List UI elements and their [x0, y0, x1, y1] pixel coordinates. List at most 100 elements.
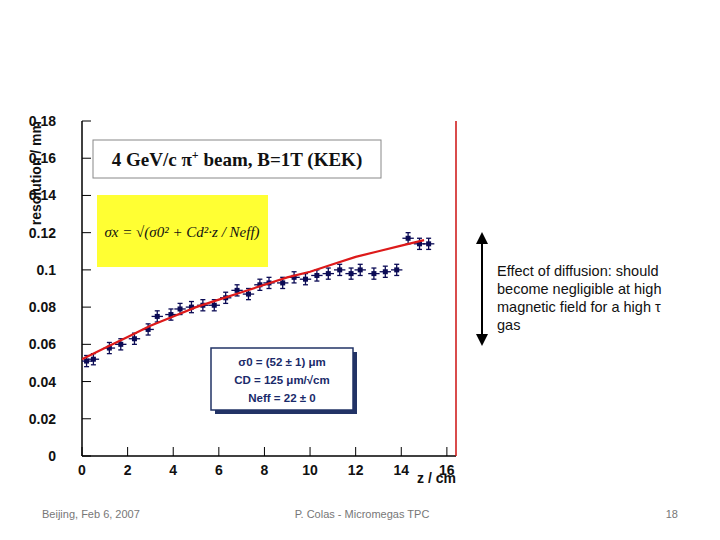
y-error-cap: [383, 277, 388, 278]
y-error-cap: [394, 264, 399, 265]
data-point: [326, 271, 331, 276]
y-error-cap: [417, 238, 422, 239]
data-point: [91, 357, 96, 362]
x-tick: [264, 447, 265, 456]
y-error-cap: [267, 277, 272, 278]
y-tick: [82, 344, 91, 345]
y-error-cap: [337, 264, 342, 265]
y-error-cap: [118, 349, 123, 350]
y-error-cap: [349, 279, 354, 280]
y-tick-label: 0.1: [37, 262, 57, 278]
y-error-bar: [426, 238, 431, 249]
y-error-cap: [292, 271, 297, 272]
y-error-cap: [246, 299, 251, 300]
x-tick: [82, 447, 83, 456]
y-error-bar: [337, 264, 342, 275]
y-error-cap: [146, 323, 151, 324]
y-error-cap: [426, 249, 431, 250]
data-point: [394, 267, 399, 272]
y-error-cap: [235, 284, 240, 285]
y-error-cap: [426, 238, 431, 239]
y-tick: [82, 158, 91, 159]
x-tick: [127, 447, 128, 456]
y-error-cap: [235, 295, 240, 296]
y-error-cap: [168, 319, 173, 320]
x-tick-label: 2: [124, 462, 132, 478]
y-error-bar: [292, 272, 297, 283]
y-error-cap: [371, 279, 376, 280]
x-tick-label: 4: [169, 462, 177, 478]
y-tick-label: 0: [48, 448, 56, 464]
y-tick: [82, 121, 91, 122]
data-point: [132, 336, 137, 341]
y-error-cap: [314, 280, 319, 281]
x-tick: [310, 447, 311, 456]
frame-right: [455, 121, 457, 456]
annotation: Effect of diffusion: should become negli…: [497, 262, 687, 334]
y-error-cap: [394, 275, 399, 276]
y-error-cap: [168, 308, 173, 309]
y-error-cap: [91, 364, 96, 365]
data-point: [337, 267, 342, 272]
y-error-bar: [358, 264, 363, 275]
data-point: [426, 241, 431, 246]
x-tick: [218, 447, 219, 456]
y-error-cap: [223, 292, 228, 293]
y-error-cap: [200, 310, 205, 311]
footer-left: Beijing, Feb 6, 2007: [42, 508, 140, 520]
y-error-bar: [303, 274, 308, 285]
arrow-head: [476, 334, 488, 346]
y-error-cap: [417, 249, 422, 250]
y-axis: [81, 121, 83, 456]
y-error-cap: [132, 344, 137, 345]
y-tick: [82, 232, 91, 233]
y-error-cap: [257, 279, 262, 280]
y-error-bar: [349, 268, 354, 279]
y-error-cap: [84, 366, 89, 367]
y-error-cap: [178, 303, 183, 304]
fit-result: σ0 = (52 ± 1) μm: [238, 356, 325, 368]
y-tick-label: 0.06: [29, 336, 56, 352]
data-point: [383, 269, 388, 274]
x-tick-label: 10: [302, 462, 318, 478]
y-tick: [82, 381, 91, 382]
y-tick: [82, 195, 91, 196]
y-error-cap: [326, 279, 331, 280]
y-tick: [82, 456, 91, 457]
y-tick: [82, 418, 91, 419]
x-tick-label: 14: [393, 462, 409, 478]
y-tick-label: 0.04: [29, 374, 56, 390]
data-point: [280, 280, 285, 285]
data-point: [406, 236, 411, 241]
y-error-cap: [189, 301, 194, 302]
x-tick-label: 6: [215, 462, 223, 478]
x-tick-label: 0: [78, 462, 86, 478]
x-axis-label: z / cm: [417, 470, 456, 486]
y-error-cap: [200, 299, 205, 300]
data-point: [303, 277, 308, 282]
y-error-cap: [107, 342, 112, 343]
data-point: [349, 271, 354, 276]
y-tick-label: 0.12: [29, 225, 56, 241]
y-error-bar: [326, 268, 331, 279]
x-tick: [446, 447, 447, 456]
y-error-cap: [358, 275, 363, 276]
y-error-cap: [257, 290, 262, 291]
y-error-cap: [371, 267, 376, 268]
y-error-cap: [406, 232, 411, 233]
x-tick: [401, 447, 402, 456]
y-error-cap: [326, 267, 331, 268]
y-axis-label: resolution / mm: [28, 121, 44, 225]
y-error-cap: [280, 288, 285, 289]
y-error-bar: [314, 270, 319, 281]
y-tick: [82, 269, 91, 270]
y-error-cap: [146, 334, 151, 335]
y-error-cap: [292, 282, 297, 283]
y-error-cap: [358, 264, 363, 265]
y-error-cap: [349, 267, 354, 268]
y-error-cap: [223, 303, 228, 304]
y-tick-label: 0.02: [29, 411, 56, 427]
footer-center: P. Colas - Micromegas TPC: [295, 508, 430, 520]
y-error-cap: [383, 266, 388, 267]
x-axis: [82, 455, 456, 457]
